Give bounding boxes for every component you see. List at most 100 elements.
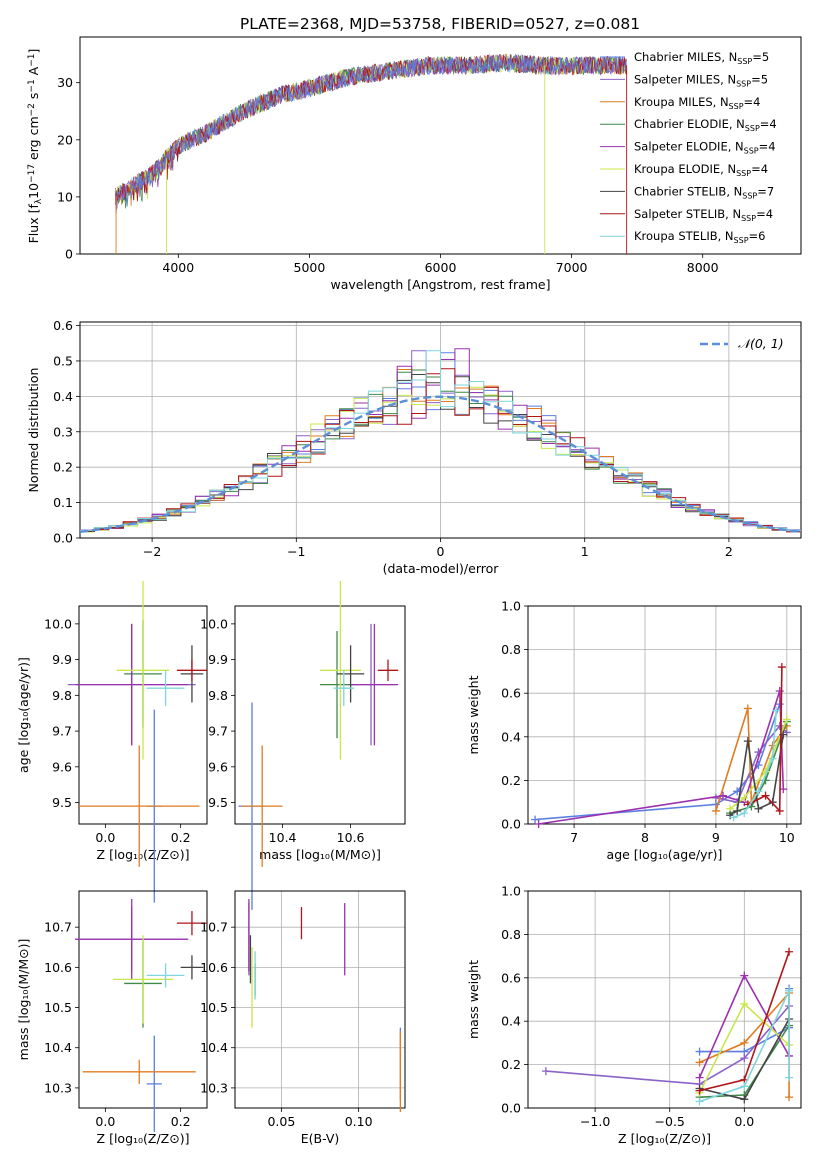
legend-entry: Salpeter MILES, NSSP=5 — [634, 72, 768, 88]
weight-marker — [775, 687, 784, 696]
weight-line-1 — [545, 1005, 790, 1085]
weight-marker — [695, 1086, 704, 1095]
plot-frame — [527, 890, 802, 1109]
weight-marker — [743, 737, 752, 746]
y-tick-label: 0.2 — [501, 773, 521, 788]
x-tick-label: 6000 — [425, 260, 457, 275]
y-tick-label: 10.7 — [200, 920, 228, 935]
y-tick-label: 10.5 — [200, 1000, 228, 1015]
weight-marker — [777, 663, 786, 672]
weight-line-7 — [747, 666, 783, 813]
y-tick-label: 10.3 — [44, 1080, 72, 1095]
x-tick-label: 9 — [712, 830, 720, 845]
legend-entry: Kroupa STELIB, NSSP=6 — [634, 229, 765, 245]
x-tick-label: 10 — [779, 830, 795, 845]
y-tick-label: 0.2 — [501, 1057, 521, 1072]
weight-marker — [733, 806, 742, 815]
spectrum-legend: Chabrier MILES, NSSP=5 Salpeter MILES, NS… — [600, 50, 777, 245]
y-tick-label: 0.0 — [501, 817, 521, 832]
y-axis-label: mass weight — [466, 960, 481, 1039]
x-tick-label: 1 — [581, 544, 589, 559]
weight-marker — [719, 791, 727, 800]
y-tick-label: 9.9 — [208, 652, 228, 667]
x-tick-label: −2 — [143, 544, 161, 559]
weight-marker — [740, 1054, 749, 1063]
weight-marker — [740, 793, 749, 802]
weight-marker — [531, 815, 540, 824]
x-axis-label: Z [log₁₀(Z/Z⊙)] — [97, 1131, 190, 1146]
y-tick-label: 10.6 — [200, 960, 228, 975]
x-axis-label: (data-model)/error — [383, 561, 500, 576]
weight-marker — [740, 1038, 749, 1047]
weight-marker — [740, 1082, 749, 1091]
legend-entry: Chabrier STELIB, NSSP=7 — [634, 184, 774, 200]
mass-vs-Z-axes: 0.0 0.2 10.3 10.4 10.5 10.6 10.7 Z [log₁₀(Z/Z⊙)… — [16, 890, 208, 1146]
y-tick-label: 9.7 — [208, 724, 228, 739]
weight-marker — [775, 806, 784, 815]
weight-marker — [785, 1093, 794, 1102]
residual-histogram-axes: −2 −1 0 1 2 0.0 0.1 0.2 0.3 0.4 0.5 0.6 (data-model)… — [26, 318, 802, 576]
y-tick-label: 0.2 — [53, 460, 73, 475]
y-tick-label: 0.3 — [53, 424, 73, 439]
y-tick-label: 9.8 — [52, 688, 72, 703]
weight-marker — [534, 820, 543, 828]
x-tick-label: 0.0 — [734, 1114, 754, 1129]
x-tick-label: −1 — [287, 544, 305, 559]
mass-weight-vs-age-axes: 7 8 9 10 0.0 0.2 0.4 0.6 0.8 1.0 age [log₁₀(age/yr… — [466, 599, 802, 862]
weight-marker — [740, 1095, 749, 1104]
y-tick-label: 9.5 — [52, 795, 72, 810]
y-tick-label: 0.6 — [501, 686, 521, 701]
x-axis-label: age [log₁₀(age/yr)] — [607, 847, 723, 862]
weight-marker — [754, 787, 763, 796]
x-axis-label: Z [log₁₀(Z/Z⊙)] — [618, 1131, 711, 1146]
x-axis-label: wavelength [Angstrom, rest frame] — [330, 277, 550, 292]
spectrum-axes: 4000 5000 6000 7000 8000 0 10 20 30 wavelength [A… — [57, 36, 802, 292]
weight-marker — [782, 715, 791, 724]
x-tick-label: 0.2 — [171, 830, 191, 845]
x-tick-label: 0.0 — [95, 1114, 115, 1129]
plot-frame — [527, 605, 802, 825]
weight-marker — [772, 706, 781, 715]
y-tick-label: 10.6 — [44, 960, 72, 975]
weight-marker — [768, 754, 777, 763]
y-tick-label: 0.8 — [501, 642, 521, 657]
plot-frame — [79, 321, 802, 539]
x-tick-label: 0.10 — [345, 1114, 373, 1129]
y-tick-label: 9.7 — [52, 724, 72, 739]
age-vs-Z-axes: 0.0 0.2 9.5 9.6 9.7 9.8 9.9 10.0 Z [log₁₀(Z/Z⊙)]… — [16, 605, 208, 862]
weight-marker — [754, 748, 763, 757]
x-tick-label: 8000 — [687, 260, 719, 275]
weight-marker — [754, 804, 763, 813]
x-tick-label: 8 — [641, 830, 649, 845]
x-axis-label: E(B-V) — [301, 1131, 340, 1146]
weight-marker — [729, 813, 738, 822]
y-tick-label: 10.7 — [44, 920, 72, 935]
y-tick-label: 0.4 — [53, 389, 73, 404]
weight-marker — [775, 721, 784, 730]
figure-title: PLATE=2368, MJD=53758, FIBERID=0527, z=0… — [240, 15, 640, 33]
weight-marker — [695, 1073, 704, 1082]
y-tick-label: 10.4 — [200, 1040, 228, 1055]
weight-marker — [740, 809, 749, 818]
plot-frame — [78, 890, 208, 1109]
y-tick-label: 10 — [57, 189, 73, 204]
weight-marker — [695, 1047, 704, 1056]
y-axis-label: Normed distribution — [26, 368, 41, 493]
x-tick-label: 0.2 — [171, 1114, 191, 1129]
weight-marker — [740, 999, 749, 1008]
x-tick-label: 5000 — [294, 260, 326, 275]
legend-entry: 𝒩(0, 1) — [738, 336, 784, 351]
x-tick-label: 2 — [725, 544, 733, 559]
x-axis-label: Z [log₁₀(Z/Z⊙)] — [97, 847, 190, 862]
x-tick-label: −1.0 — [580, 1114, 610, 1129]
y-tick-label: 1.0 — [501, 884, 521, 899]
y-axis-label: mass [log₁₀(M/M⊙)] — [16, 939, 31, 1061]
weight-marker — [740, 971, 749, 980]
x-tick-label: 10.6 — [337, 830, 365, 845]
y-tick-label: 10.5 — [44, 1000, 72, 1015]
weight-marker — [785, 1073, 794, 1082]
y-tick-label: 9.6 — [208, 759, 228, 774]
x-tick-label: 10.4 — [269, 830, 297, 845]
weight-marker — [743, 704, 752, 713]
x-tick-label: 0 — [437, 544, 445, 559]
